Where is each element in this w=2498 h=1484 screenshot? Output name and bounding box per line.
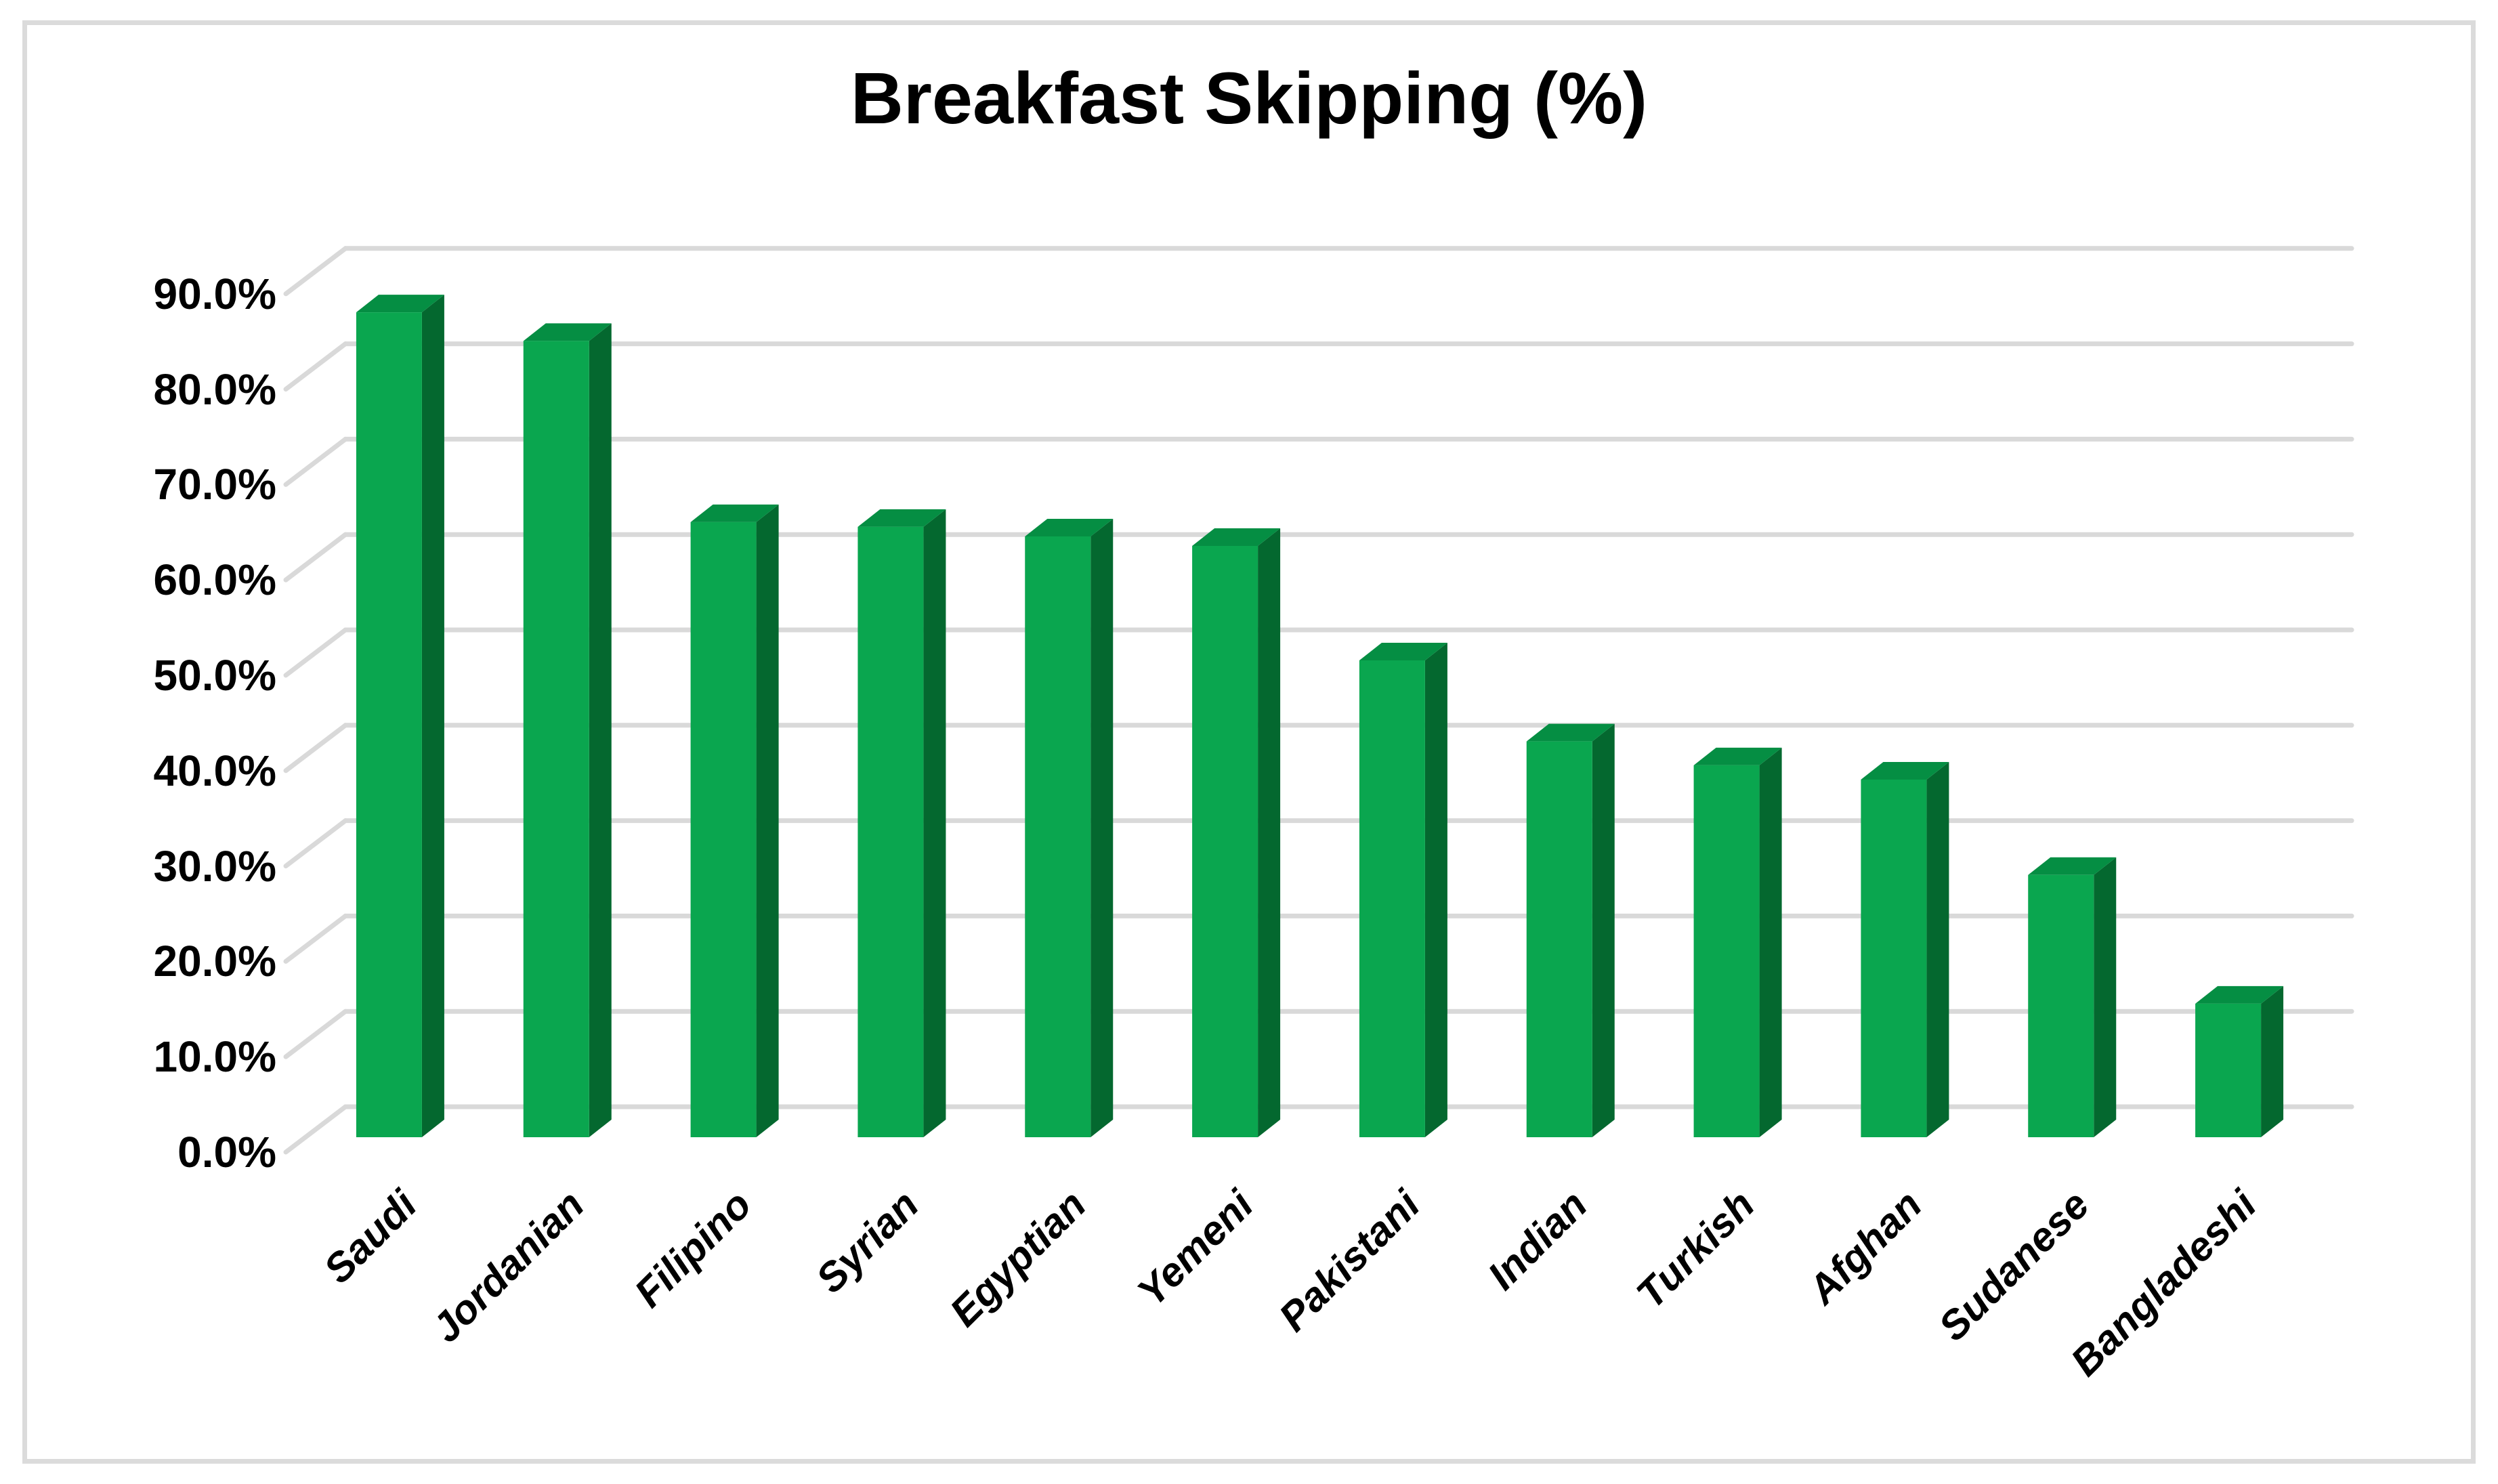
tick-connector-10 bbox=[283, 1009, 348, 1059]
bar-side-pakistani bbox=[1424, 643, 1447, 1137]
y-tick-label-80: 80.0% bbox=[153, 364, 276, 414]
bar-top-saudi bbox=[356, 295, 444, 313]
bar-yemeni bbox=[1192, 546, 1258, 1137]
bar-side-afghan bbox=[1926, 762, 1949, 1137]
bar-side-egyptian bbox=[1091, 518, 1114, 1137]
y-tick-label-90: 90.0% bbox=[153, 269, 276, 318]
bar-sudanese bbox=[2028, 874, 2094, 1137]
tick-connector-20 bbox=[283, 913, 348, 964]
y-tick-label-70: 70.0% bbox=[153, 460, 276, 509]
bar-side-bangladeshi bbox=[2261, 985, 2284, 1137]
bar-turkish bbox=[1693, 765, 1760, 1137]
tick-connector-80 bbox=[283, 341, 348, 392]
bar-top-indian bbox=[1526, 723, 1615, 742]
y-tick-label-60: 60.0% bbox=[153, 555, 276, 605]
tick-connector-30 bbox=[283, 818, 348, 869]
bar-side-jordanian bbox=[589, 323, 612, 1137]
bar-top-yemeni bbox=[1192, 528, 1281, 547]
y-tick-label-50: 50.0% bbox=[153, 651, 276, 700]
bar-indian bbox=[1526, 741, 1592, 1137]
tick-connector-40 bbox=[283, 723, 348, 773]
bar-top-filipino bbox=[690, 504, 779, 522]
bar-top-syrian bbox=[858, 509, 946, 527]
bar-top-pakistani bbox=[1359, 643, 1447, 660]
bar-filipino bbox=[690, 522, 757, 1137]
bar-side-turkish bbox=[1759, 747, 1782, 1137]
bar-top-jordanian bbox=[523, 323, 612, 341]
bar-pakistani bbox=[1359, 660, 1425, 1137]
tick-connector-90 bbox=[283, 246, 348, 297]
bar-top-egyptian bbox=[1025, 518, 1114, 536]
bar-egyptian bbox=[1025, 536, 1091, 1137]
bar-syrian bbox=[858, 526, 924, 1137]
tick-connector-70 bbox=[283, 436, 348, 487]
bar-top-bangladeshi bbox=[2195, 985, 2284, 1004]
bar-afghan bbox=[1861, 780, 1927, 1137]
bar-side-yemeni bbox=[1258, 528, 1281, 1137]
y-tick-label-40: 40.0% bbox=[153, 746, 276, 795]
tick-connector-0 bbox=[283, 1104, 348, 1155]
bar-top-turkish bbox=[1693, 747, 1782, 765]
tick-connector-50 bbox=[283, 627, 348, 678]
chart-title: Breakfast Skipping (%) bbox=[850, 57, 1648, 139]
bar-jordanian bbox=[523, 341, 589, 1137]
bar-side-saudi bbox=[421, 295, 444, 1138]
bar-side-filipino bbox=[756, 504, 779, 1137]
bar-side-sudanese bbox=[2094, 857, 2117, 1137]
y-tick-label-30: 30.0% bbox=[153, 841, 276, 891]
y-tick-label-0: 0.0% bbox=[177, 1128, 276, 1176]
y-tick-label-10: 10.0% bbox=[153, 1032, 276, 1082]
bar-side-syrian bbox=[923, 509, 946, 1137]
bar-top-sudanese bbox=[2028, 857, 2117, 875]
bar-saudi bbox=[356, 312, 422, 1138]
bar-side-indian bbox=[1592, 723, 1615, 1137]
bar-bangladeshi bbox=[2195, 1003, 2262, 1137]
y-tick-label-20: 20.0% bbox=[153, 937, 276, 986]
bar-top-afghan bbox=[1861, 762, 1949, 780]
tick-connector-60 bbox=[283, 532, 348, 582]
